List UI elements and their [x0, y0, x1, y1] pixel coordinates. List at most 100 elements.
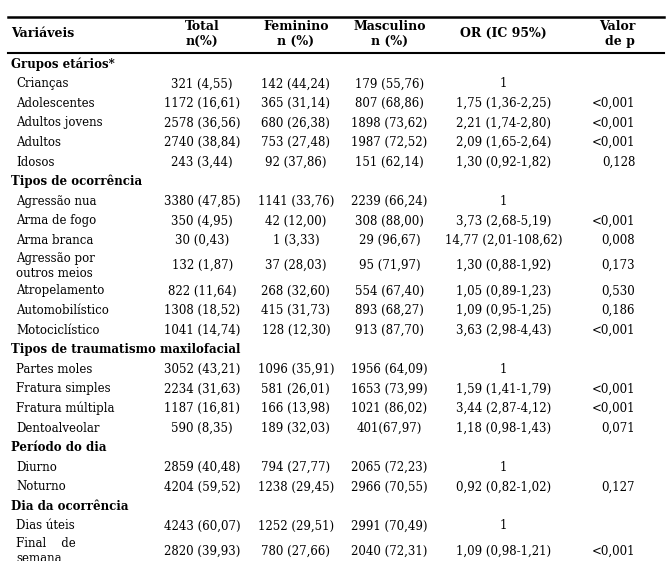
Text: 1: 1: [499, 195, 507, 208]
Text: 1,30 (0,88-1,92): 1,30 (0,88-1,92): [456, 259, 551, 272]
Text: Fratura simples: Fratura simples: [16, 383, 111, 396]
Text: 794 (27,77): 794 (27,77): [261, 461, 331, 473]
Text: 92 (37,86): 92 (37,86): [265, 155, 327, 169]
Text: Dentoalveolar: Dentoalveolar: [16, 421, 99, 435]
Text: 132 (1,87): 132 (1,87): [171, 259, 233, 272]
Text: 2578 (36,56): 2578 (36,56): [164, 117, 241, 130]
Text: 4204 (59,52): 4204 (59,52): [164, 480, 241, 493]
Text: 3,44 (2,87-4,12): 3,44 (2,87-4,12): [456, 402, 551, 415]
Text: 166 (13,98): 166 (13,98): [261, 402, 330, 415]
Text: 1987 (72,52): 1987 (72,52): [351, 136, 427, 149]
Text: 321 (4,55): 321 (4,55): [171, 77, 233, 90]
Text: 753 (27,48): 753 (27,48): [261, 136, 331, 149]
Text: 37 (28,03): 37 (28,03): [265, 259, 327, 272]
Text: 401(67,97): 401(67,97): [357, 421, 422, 435]
Text: <0,001: <0,001: [591, 402, 635, 415]
Text: 2239 (66,24): 2239 (66,24): [351, 195, 427, 208]
Text: 0,173: 0,173: [601, 259, 635, 272]
Text: 1041 (14,74): 1041 (14,74): [164, 324, 241, 337]
Text: Variáveis: Variáveis: [11, 27, 75, 40]
Text: Adultos jovens: Adultos jovens: [16, 117, 103, 130]
Text: Fratura múltipla: Fratura múltipla: [16, 402, 115, 415]
Text: 1,30 (0,92-1,82): 1,30 (0,92-1,82): [456, 155, 551, 169]
Text: Agressão por
outros meios: Agressão por outros meios: [16, 252, 95, 280]
Text: Masculino
n (%): Masculino n (%): [353, 20, 426, 48]
Text: Arma branca: Arma branca: [16, 234, 93, 247]
Text: 2040 (72,31): 2040 (72,31): [351, 545, 427, 558]
Text: Noturno: Noturno: [16, 480, 66, 493]
Text: 1141 (33,76): 1141 (33,76): [257, 195, 334, 208]
Text: Crianças: Crianças: [16, 77, 69, 90]
Text: 1238 (29,45): 1238 (29,45): [258, 480, 334, 493]
Text: 1,59 (1,41-1,79): 1,59 (1,41-1,79): [456, 383, 551, 396]
Text: 151 (62,14): 151 (62,14): [355, 155, 424, 169]
Text: 1898 (73,62): 1898 (73,62): [351, 117, 427, 130]
Text: 893 (68,27): 893 (68,27): [355, 304, 424, 317]
Text: 243 (3,44): 243 (3,44): [171, 155, 233, 169]
Text: 1,09 (0,95-1,25): 1,09 (0,95-1,25): [456, 304, 551, 317]
Text: 42 (12,00): 42 (12,00): [265, 214, 327, 227]
Text: 1,18 (0,98-1,43): 1,18 (0,98-1,43): [456, 421, 551, 435]
Text: Agressão nua: Agressão nua: [16, 195, 97, 208]
Text: Dia da ocorrência: Dia da ocorrência: [11, 500, 129, 513]
Text: 268 (32,60): 268 (32,60): [261, 284, 330, 297]
Text: Atropelamento: Atropelamento: [16, 284, 104, 297]
Text: Idosos: Idosos: [16, 155, 54, 169]
Text: 1252 (29,51): 1252 (29,51): [258, 519, 334, 532]
Text: 2,21 (1,74-2,80): 2,21 (1,74-2,80): [456, 117, 551, 130]
Text: Motociclístico: Motociclístico: [16, 324, 99, 337]
Text: Tipos de ocorrência: Tipos de ocorrência: [11, 175, 142, 188]
Text: 2820 (39,93): 2820 (39,93): [164, 545, 241, 558]
Text: 30 (0,43): 30 (0,43): [175, 234, 229, 247]
Text: 1: 1: [499, 519, 507, 532]
Text: 1,05 (0,89-1,23): 1,05 (0,89-1,23): [456, 284, 551, 297]
Text: Tipos de traumatismo maxilofacial: Tipos de traumatismo maxilofacial: [11, 343, 241, 356]
Text: Período do dia: Período do dia: [11, 441, 107, 454]
Text: 590 (8,35): 590 (8,35): [171, 421, 233, 435]
Text: 1096 (35,91): 1096 (35,91): [257, 363, 334, 376]
Text: Diurno: Diurno: [16, 461, 57, 473]
Text: 2991 (70,49): 2991 (70,49): [351, 519, 428, 532]
Text: OR (IC 95%): OR (IC 95%): [460, 27, 547, 40]
Text: 2,09 (1,65-2,64): 2,09 (1,65-2,64): [456, 136, 551, 149]
Text: 3,63 (2,98-4,43): 3,63 (2,98-4,43): [456, 324, 551, 337]
Text: 4243 (60,07): 4243 (60,07): [164, 519, 241, 532]
Text: 807 (68,86): 807 (68,86): [355, 97, 424, 110]
Text: 14,77 (2,01-108,62): 14,77 (2,01-108,62): [445, 234, 562, 247]
Text: 0,071: 0,071: [601, 421, 635, 435]
Text: 1: 1: [499, 461, 507, 473]
Text: 365 (31,14): 365 (31,14): [261, 97, 331, 110]
Text: 2065 (72,23): 2065 (72,23): [351, 461, 427, 473]
Text: 1 (3,33): 1 (3,33): [273, 234, 319, 247]
Text: 2234 (31,63): 2234 (31,63): [164, 383, 241, 396]
Text: <0,001: <0,001: [591, 545, 635, 558]
Text: 1653 (73,99): 1653 (73,99): [351, 383, 428, 396]
Text: 189 (32,03): 189 (32,03): [261, 421, 330, 435]
Text: 0,128: 0,128: [601, 155, 635, 169]
Text: 1: 1: [499, 363, 507, 376]
Text: Partes moles: Partes moles: [16, 363, 93, 376]
Text: 0,92 (0,82-1,02): 0,92 (0,82-1,02): [456, 480, 551, 493]
Text: 0,186: 0,186: [601, 304, 635, 317]
Text: 0,530: 0,530: [601, 284, 635, 297]
Text: 1: 1: [499, 77, 507, 90]
Text: 1187 (16,81): 1187 (16,81): [164, 402, 240, 415]
Text: 1172 (16,61): 1172 (16,61): [164, 97, 240, 110]
Text: 3,73 (2,68-5,19): 3,73 (2,68-5,19): [456, 214, 551, 227]
Text: 29 (96,67): 29 (96,67): [359, 234, 421, 247]
Text: Feminino
n (%): Feminino n (%): [263, 20, 329, 48]
Text: 142 (44,24): 142 (44,24): [261, 77, 330, 90]
Text: 1,09 (0,98-1,21): 1,09 (0,98-1,21): [456, 545, 551, 558]
Text: 308 (88,00): 308 (88,00): [355, 214, 424, 227]
Text: Final    de
semana: Final de semana: [16, 537, 76, 561]
Text: <0,001: <0,001: [591, 136, 635, 149]
Text: 415 (31,73): 415 (31,73): [261, 304, 331, 317]
Text: Adultos: Adultos: [16, 136, 61, 149]
Text: 128 (12,30): 128 (12,30): [261, 324, 330, 337]
Text: 3380 (47,85): 3380 (47,85): [164, 195, 241, 208]
Text: 554 (67,40): 554 (67,40): [355, 284, 424, 297]
Text: 780 (27,66): 780 (27,66): [261, 545, 331, 558]
Text: Automobilístico: Automobilístico: [16, 304, 109, 317]
Text: <0,001: <0,001: [591, 117, 635, 130]
Text: 822 (11,64): 822 (11,64): [168, 284, 237, 297]
